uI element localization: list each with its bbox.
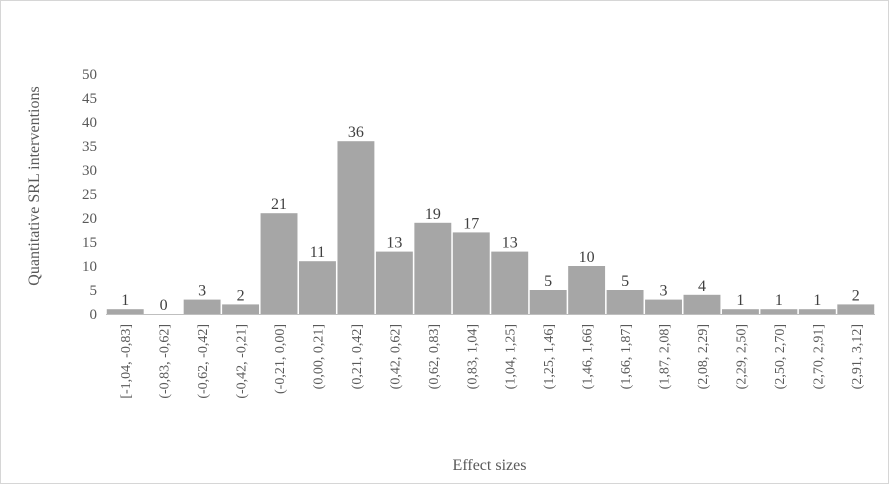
bar-value-label: 19 <box>425 206 441 223</box>
y-tick-label: 15 <box>82 235 97 251</box>
x-axis-ticks: [-1,04, -0,83] (-0,83, -0,62] (-0,62, -0,4… <box>119 324 865 399</box>
bar <box>299 261 336 314</box>
bar <box>568 266 606 314</box>
x-tick-label: (-0,62, -0,42] <box>196 324 211 399</box>
x-tick-label: [-1,04, -0,83] <box>119 324 134 399</box>
y-axis-ticks: 0 5 10 15 20 25 30 35 40 45 50 <box>82 67 97 323</box>
y-tick-label: 25 <box>82 187 97 203</box>
bar <box>721 309 759 314</box>
x-tick-label: (2,08, 2,29] <box>696 324 711 389</box>
x-tick-label: (-0,42, -0,21] <box>235 324 250 399</box>
y-tick-label: 40 <box>82 115 97 131</box>
bar-value-label: 4 <box>698 278 706 295</box>
y-tick-label: 45 <box>82 91 97 107</box>
y-tick-label: 10 <box>82 259 97 275</box>
x-tick-label: (1,46, 1,66] <box>581 324 596 389</box>
x-tick-label: (1,04, 1,25] <box>504 324 519 389</box>
bar-value-label: 3 <box>660 283 668 300</box>
bar-value-label: 3 <box>198 283 206 300</box>
bar <box>375 251 413 314</box>
y-tick-label: 5 <box>90 283 98 299</box>
bar-value-label: 1 <box>121 292 129 309</box>
bar-value-label: 36 <box>348 124 364 141</box>
bars <box>106 141 875 314</box>
y-tick-label: 30 <box>82 163 97 179</box>
x-tick-label: (2,91, 3,12] <box>850 324 865 389</box>
x-tick-label: (0,62, 0,83] <box>427 324 442 389</box>
bar-value-label: 11 <box>310 244 325 261</box>
bar-value-label: 13 <box>386 235 402 252</box>
x-axis-title: Effect sizes <box>453 457 527 474</box>
x-tick-label: (1,87, 2,08] <box>658 324 673 389</box>
x-tick-label: (0,83, 1,04] <box>465 324 480 389</box>
bar <box>491 251 529 314</box>
x-tick-label: (-0,83, -0,62] <box>158 324 173 399</box>
bar <box>529 290 567 314</box>
y-axis-title: Quantitative SRL interventions <box>26 86 43 285</box>
bar <box>260 213 298 314</box>
bar-value-label: 0 <box>160 297 168 314</box>
bar <box>645 299 682 314</box>
x-tick-label: (2,50, 2,70] <box>773 324 788 389</box>
bar-value-label: 1 <box>813 292 821 309</box>
bar <box>683 294 721 314</box>
bar <box>337 141 375 314</box>
x-tick-label: (2,70, 2,91] <box>811 324 826 389</box>
bar-value-label: 5 <box>621 273 629 290</box>
y-tick-label: 0 <box>90 307 98 323</box>
bar <box>452 232 490 314</box>
bar-value-label: 2 <box>852 287 860 304</box>
x-tick-label: (1,25, 1,46] <box>542 324 557 389</box>
bar-value-label: 5 <box>544 273 552 290</box>
bar-value-label: 17 <box>463 215 479 232</box>
bar <box>106 309 144 314</box>
x-tick-label: (0,00, 0,21] <box>311 324 326 389</box>
bar <box>837 304 875 314</box>
bar-value-label: 13 <box>502 235 518 252</box>
bar <box>222 304 260 314</box>
x-tick-label: (0,21, 0,42] <box>350 324 365 389</box>
bar <box>414 222 452 314</box>
y-tick-label: 35 <box>82 139 97 155</box>
bar-value-label: 1 <box>736 292 744 309</box>
x-tick-label: (0,42, 0,62] <box>388 324 403 389</box>
bar-value-label: 1 <box>775 292 783 309</box>
x-tick-label: (-0,21, 0,00] <box>273 324 288 394</box>
bar-value-label: 10 <box>579 249 595 266</box>
x-tick-label: (1,66, 1,87] <box>619 324 634 389</box>
bar <box>760 309 798 314</box>
y-tick-label: 20 <box>82 211 97 227</box>
x-tick-label: (2,29, 2,50] <box>734 324 749 389</box>
bar-value-label: 21 <box>271 196 287 213</box>
bar <box>183 299 221 314</box>
bar <box>606 290 644 314</box>
bar-value-label: 2 <box>237 287 245 304</box>
bar <box>798 309 836 314</box>
y-tick-label: 50 <box>82 67 97 83</box>
